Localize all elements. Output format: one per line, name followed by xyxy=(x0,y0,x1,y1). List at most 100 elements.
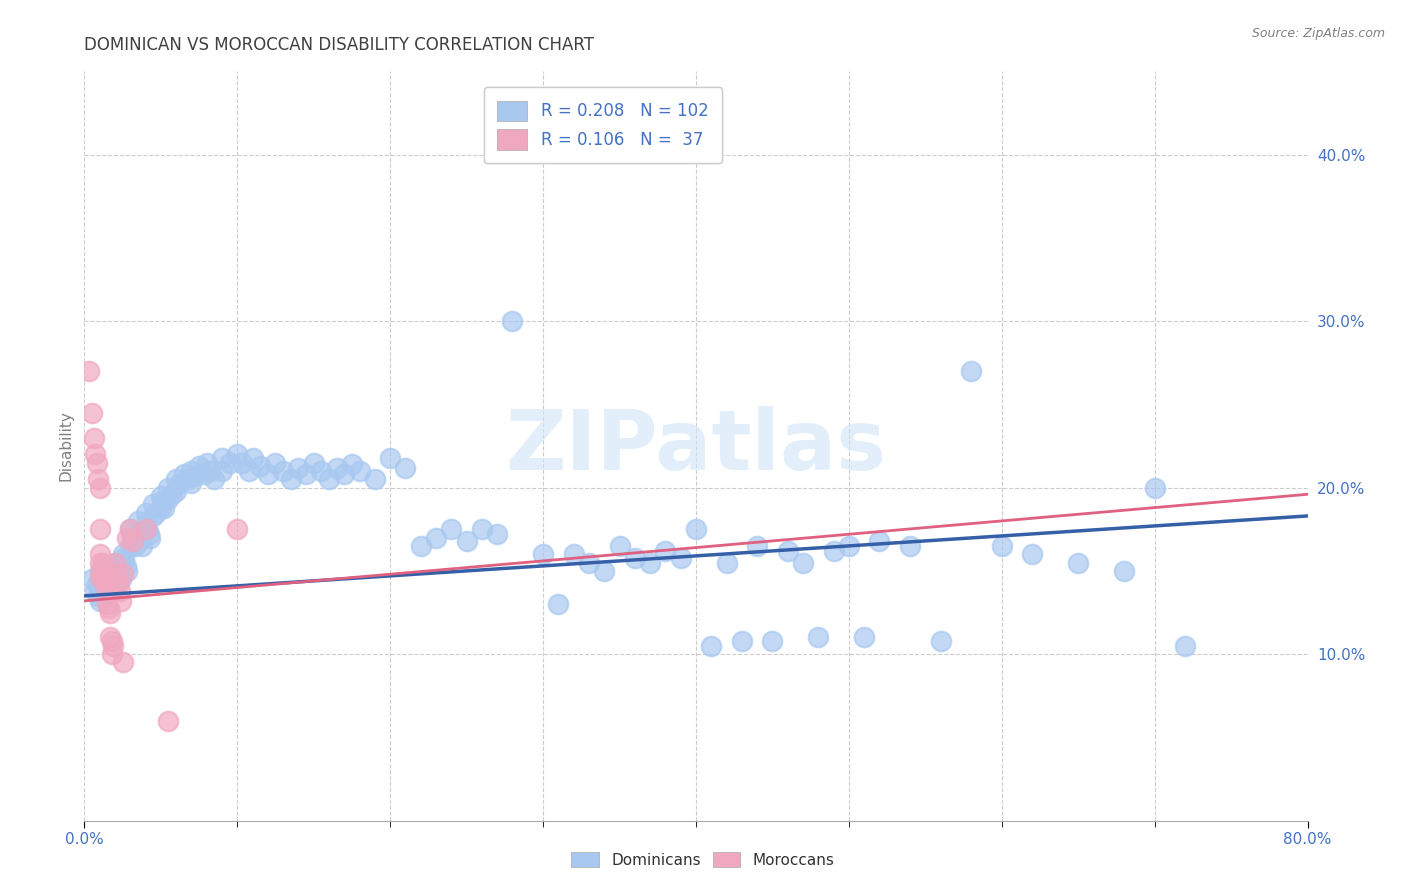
Point xyxy=(86,577,108,591)
Point xyxy=(157,714,180,728)
Point xyxy=(96,572,118,586)
Point xyxy=(96,581,118,595)
Point xyxy=(1021,547,1043,561)
Point xyxy=(89,522,111,536)
Legend: R = 0.208   N = 102, R = 0.106   N =  37: R = 0.208 N = 102, R = 0.106 N = 37 xyxy=(484,87,721,163)
Point xyxy=(110,594,132,608)
Point xyxy=(120,522,142,536)
Point xyxy=(409,539,432,553)
Point xyxy=(177,472,200,486)
Point xyxy=(198,464,221,478)
Point xyxy=(91,556,114,570)
Point xyxy=(124,539,146,553)
Point xyxy=(115,564,138,578)
Point xyxy=(211,450,233,465)
Point xyxy=(761,633,783,648)
Point xyxy=(96,589,118,603)
Point xyxy=(257,467,280,482)
Point xyxy=(349,464,371,478)
Point xyxy=(380,450,402,465)
Point xyxy=(249,458,271,473)
Point xyxy=(97,600,120,615)
Point xyxy=(84,583,107,598)
Point xyxy=(89,567,111,582)
Point xyxy=(226,447,249,461)
Point xyxy=(295,467,318,482)
Text: DOMINICAN VS MOROCCAN DISABILITY CORRELATION CHART: DOMINICAN VS MOROCCAN DISABILITY CORRELA… xyxy=(84,36,595,54)
Point xyxy=(991,539,1014,553)
Point xyxy=(96,572,118,586)
Point xyxy=(1143,481,1166,495)
Point xyxy=(101,633,124,648)
Point xyxy=(111,656,134,670)
Point xyxy=(165,472,187,486)
Point xyxy=(89,594,111,608)
Point xyxy=(188,458,211,473)
Point xyxy=(486,527,509,541)
Point xyxy=(302,456,325,470)
Point xyxy=(231,456,253,470)
Point xyxy=(311,464,333,478)
Point xyxy=(142,497,165,511)
Point xyxy=(471,522,494,536)
Point xyxy=(127,527,149,541)
Point xyxy=(700,639,723,653)
Text: ZIPatlas: ZIPatlas xyxy=(506,406,886,486)
Point xyxy=(578,556,600,570)
Point xyxy=(114,558,136,573)
Point xyxy=(157,481,180,495)
Point xyxy=(121,531,143,545)
Point xyxy=(96,597,118,611)
Point xyxy=(108,583,131,598)
Point xyxy=(98,572,121,586)
Point xyxy=(103,639,125,653)
Point xyxy=(654,544,676,558)
Point xyxy=(89,583,111,598)
Point xyxy=(167,477,190,491)
Point xyxy=(325,460,347,475)
Point xyxy=(107,564,129,578)
Text: Source: ZipAtlas.com: Source: ZipAtlas.com xyxy=(1251,27,1385,40)
Point xyxy=(150,494,173,508)
Point xyxy=(91,581,114,595)
Point xyxy=(456,533,478,548)
Point xyxy=(135,522,157,536)
Point xyxy=(898,539,921,553)
Point xyxy=(609,539,631,553)
Point xyxy=(108,567,131,582)
Point xyxy=(101,647,124,661)
Point xyxy=(94,575,117,590)
Point xyxy=(111,567,134,582)
Point xyxy=(149,489,172,503)
Point xyxy=(104,572,127,586)
Point xyxy=(111,547,134,561)
Y-axis label: Disability: Disability xyxy=(58,410,73,482)
Point xyxy=(104,564,127,578)
Point xyxy=(183,469,205,483)
Point xyxy=(853,631,876,645)
Point xyxy=(685,522,707,536)
Point xyxy=(122,533,145,548)
Point xyxy=(80,406,103,420)
Point xyxy=(93,585,115,599)
Point xyxy=(193,467,215,482)
Point xyxy=(135,517,157,532)
Point xyxy=(104,556,127,570)
Point xyxy=(838,539,860,553)
Point xyxy=(98,631,121,645)
Point xyxy=(83,431,105,445)
Point xyxy=(218,456,240,470)
Point xyxy=(929,633,952,648)
Point xyxy=(105,567,128,582)
Point xyxy=(89,481,111,495)
Point xyxy=(87,589,110,603)
Point xyxy=(1114,564,1136,578)
Point xyxy=(238,464,260,478)
Legend: Dominicans, Moroccans: Dominicans, Moroccans xyxy=(564,844,842,875)
Point xyxy=(731,633,754,648)
Point xyxy=(180,464,202,478)
Point xyxy=(89,575,111,590)
Point xyxy=(202,472,225,486)
Point xyxy=(111,556,134,570)
Point xyxy=(91,572,114,586)
